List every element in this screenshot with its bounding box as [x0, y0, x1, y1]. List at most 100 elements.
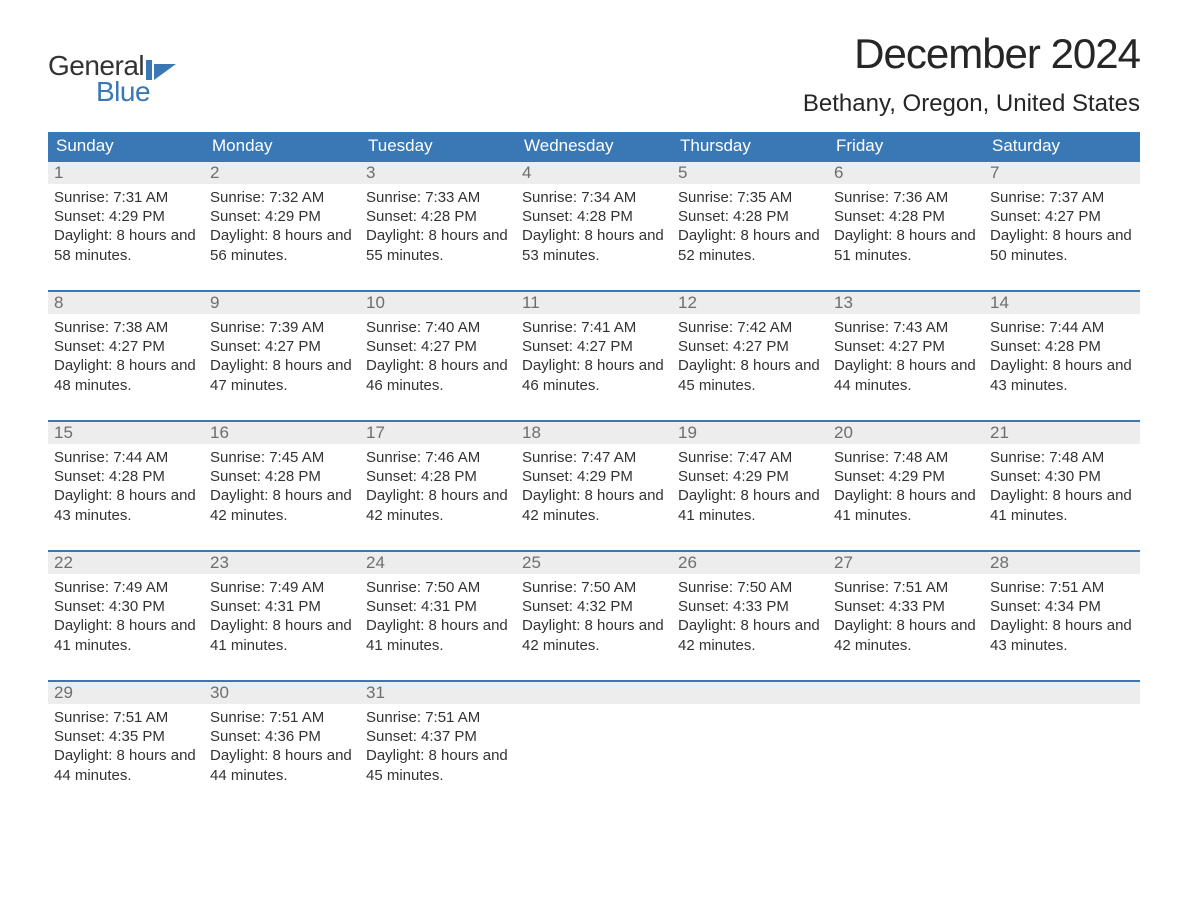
sunrise-line: Sunrise: 7:49 AM	[54, 578, 198, 597]
sunrise-line: Sunrise: 7:44 AM	[54, 448, 198, 467]
day-number: 30	[204, 682, 360, 704]
day-cell: 21Sunrise: 7:48 AMSunset: 4:30 PMDayligh…	[984, 422, 1140, 550]
sunset-line: Sunset: 4:28 PM	[210, 467, 354, 486]
day-cell: 13Sunrise: 7:43 AMSunset: 4:27 PMDayligh…	[828, 292, 984, 420]
day-number: 4	[516, 162, 672, 184]
sunrise-line: Sunrise: 7:33 AM	[366, 188, 510, 207]
daylight-line: Daylight: 8 hours and 47 minutes.	[210, 356, 354, 394]
sunset-line: Sunset: 4:33 PM	[834, 597, 978, 616]
sunrise-line: Sunrise: 7:31 AM	[54, 188, 198, 207]
day-body: Sunrise: 7:31 AMSunset: 4:29 PMDaylight:…	[48, 184, 204, 265]
sunset-line: Sunset: 4:29 PM	[54, 207, 198, 226]
day-cell: 20Sunrise: 7:48 AMSunset: 4:29 PMDayligh…	[828, 422, 984, 550]
day-body: Sunrise: 7:38 AMSunset: 4:27 PMDaylight:…	[48, 314, 204, 395]
day-number: 21	[984, 422, 1140, 444]
sunrise-line: Sunrise: 7:50 AM	[678, 578, 822, 597]
sunset-line: Sunset: 4:35 PM	[54, 727, 198, 746]
day-cell: 19Sunrise: 7:47 AMSunset: 4:29 PMDayligh…	[672, 422, 828, 550]
sunrise-line: Sunrise: 7:51 AM	[990, 578, 1134, 597]
day-cell: 24Sunrise: 7:50 AMSunset: 4:31 PMDayligh…	[360, 552, 516, 680]
day-number: 24	[360, 552, 516, 574]
sunrise-line: Sunrise: 7:46 AM	[366, 448, 510, 467]
day-number: 10	[360, 292, 516, 314]
sunset-line: Sunset: 4:29 PM	[834, 467, 978, 486]
day-number: 27	[828, 552, 984, 574]
day-body: Sunrise: 7:47 AMSunset: 4:29 PMDaylight:…	[516, 444, 672, 525]
weekday-header: Sunday	[48, 132, 204, 160]
day-cell: 30Sunrise: 7:51 AMSunset: 4:36 PMDayligh…	[204, 682, 360, 810]
sunset-line: Sunset: 4:29 PM	[678, 467, 822, 486]
daylight-line: Daylight: 8 hours and 48 minutes.	[54, 356, 198, 394]
week-row: 1Sunrise: 7:31 AMSunset: 4:29 PMDaylight…	[48, 160, 1140, 290]
sunset-line: Sunset: 4:27 PM	[54, 337, 198, 356]
daylight-line: Daylight: 8 hours and 41 minutes.	[54, 616, 198, 654]
week-row: 22Sunrise: 7:49 AMSunset: 4:30 PMDayligh…	[48, 550, 1140, 680]
weekday-header: Friday	[828, 132, 984, 160]
day-number: 17	[360, 422, 516, 444]
week-row: 8Sunrise: 7:38 AMSunset: 4:27 PMDaylight…	[48, 290, 1140, 420]
weekday-header-row: SundayMondayTuesdayWednesdayThursdayFrid…	[48, 132, 1140, 160]
day-cell: 11Sunrise: 7:41 AMSunset: 4:27 PMDayligh…	[516, 292, 672, 420]
sunrise-line: Sunrise: 7:39 AM	[210, 318, 354, 337]
logo-flag-icon	[146, 60, 178, 82]
day-cell: 4Sunrise: 7:34 AMSunset: 4:28 PMDaylight…	[516, 162, 672, 290]
daylight-line: Daylight: 8 hours and 52 minutes.	[678, 226, 822, 264]
week-row: 15Sunrise: 7:44 AMSunset: 4:28 PMDayligh…	[48, 420, 1140, 550]
location-subtitle: Bethany, Oregon, United States	[803, 90, 1140, 118]
day-body: Sunrise: 7:51 AMSunset: 4:34 PMDaylight:…	[984, 574, 1140, 655]
sunset-line: Sunset: 4:28 PM	[366, 467, 510, 486]
sunrise-line: Sunrise: 7:47 AM	[522, 448, 666, 467]
day-cell: 15Sunrise: 7:44 AMSunset: 4:28 PMDayligh…	[48, 422, 204, 550]
logo: General Blue	[48, 50, 178, 108]
day-body: Sunrise: 7:40 AMSunset: 4:27 PMDaylight:…	[360, 314, 516, 395]
day-body: Sunrise: 7:49 AMSunset: 4:30 PMDaylight:…	[48, 574, 204, 655]
sunset-line: Sunset: 4:30 PM	[54, 597, 198, 616]
daylight-line: Daylight: 8 hours and 45 minutes.	[366, 746, 510, 784]
day-number: 1	[48, 162, 204, 184]
day-body: Sunrise: 7:34 AMSunset: 4:28 PMDaylight:…	[516, 184, 672, 265]
day-body: Sunrise: 7:48 AMSunset: 4:29 PMDaylight:…	[828, 444, 984, 525]
sunset-line: Sunset: 4:28 PM	[54, 467, 198, 486]
day-cell: 16Sunrise: 7:45 AMSunset: 4:28 PMDayligh…	[204, 422, 360, 550]
sunrise-line: Sunrise: 7:49 AM	[210, 578, 354, 597]
day-number: 23	[204, 552, 360, 574]
empty-day-cell	[828, 682, 984, 810]
sunset-line: Sunset: 4:36 PM	[210, 727, 354, 746]
daylight-line: Daylight: 8 hours and 43 minutes.	[990, 616, 1134, 654]
day-number: 28	[984, 552, 1140, 574]
day-number: 31	[360, 682, 516, 704]
day-body: Sunrise: 7:37 AMSunset: 4:27 PMDaylight:…	[984, 184, 1140, 265]
day-cell: 6Sunrise: 7:36 AMSunset: 4:28 PMDaylight…	[828, 162, 984, 290]
sunset-line: Sunset: 4:30 PM	[990, 467, 1134, 486]
daylight-line: Daylight: 8 hours and 53 minutes.	[522, 226, 666, 264]
daylight-line: Daylight: 8 hours and 41 minutes.	[366, 616, 510, 654]
sunrise-line: Sunrise: 7:51 AM	[210, 708, 354, 727]
sunrise-line: Sunrise: 7:47 AM	[678, 448, 822, 467]
day-number: 2	[204, 162, 360, 184]
sunset-line: Sunset: 4:28 PM	[678, 207, 822, 226]
daylight-line: Daylight: 8 hours and 46 minutes.	[522, 356, 666, 394]
daylight-line: Daylight: 8 hours and 44 minutes.	[834, 356, 978, 394]
sunrise-line: Sunrise: 7:37 AM	[990, 188, 1134, 207]
daylight-line: Daylight: 8 hours and 44 minutes.	[54, 746, 198, 784]
sunset-line: Sunset: 4:32 PM	[522, 597, 666, 616]
day-number: 12	[672, 292, 828, 314]
day-body: Sunrise: 7:45 AMSunset: 4:28 PMDaylight:…	[204, 444, 360, 525]
sunrise-line: Sunrise: 7:41 AM	[522, 318, 666, 337]
sunset-line: Sunset: 4:28 PM	[366, 207, 510, 226]
day-cell: 7Sunrise: 7:37 AMSunset: 4:27 PMDaylight…	[984, 162, 1140, 290]
daylight-line: Daylight: 8 hours and 51 minutes.	[834, 226, 978, 264]
day-body: Sunrise: 7:36 AMSunset: 4:28 PMDaylight:…	[828, 184, 984, 265]
sunset-line: Sunset: 4:29 PM	[522, 467, 666, 486]
calendar: SundayMondayTuesdayWednesdayThursdayFrid…	[48, 132, 1140, 810]
day-cell: 9Sunrise: 7:39 AMSunset: 4:27 PMDaylight…	[204, 292, 360, 420]
day-cell: 2Sunrise: 7:32 AMSunset: 4:29 PMDaylight…	[204, 162, 360, 290]
day-body: Sunrise: 7:32 AMSunset: 4:29 PMDaylight:…	[204, 184, 360, 265]
sunrise-line: Sunrise: 7:50 AM	[522, 578, 666, 597]
sunrise-line: Sunrise: 7:40 AM	[366, 318, 510, 337]
daylight-line: Daylight: 8 hours and 42 minutes.	[522, 616, 666, 654]
sunset-line: Sunset: 4:27 PM	[210, 337, 354, 356]
day-cell: 10Sunrise: 7:40 AMSunset: 4:27 PMDayligh…	[360, 292, 516, 420]
day-number: 20	[828, 422, 984, 444]
daylight-line: Daylight: 8 hours and 43 minutes.	[990, 356, 1134, 394]
